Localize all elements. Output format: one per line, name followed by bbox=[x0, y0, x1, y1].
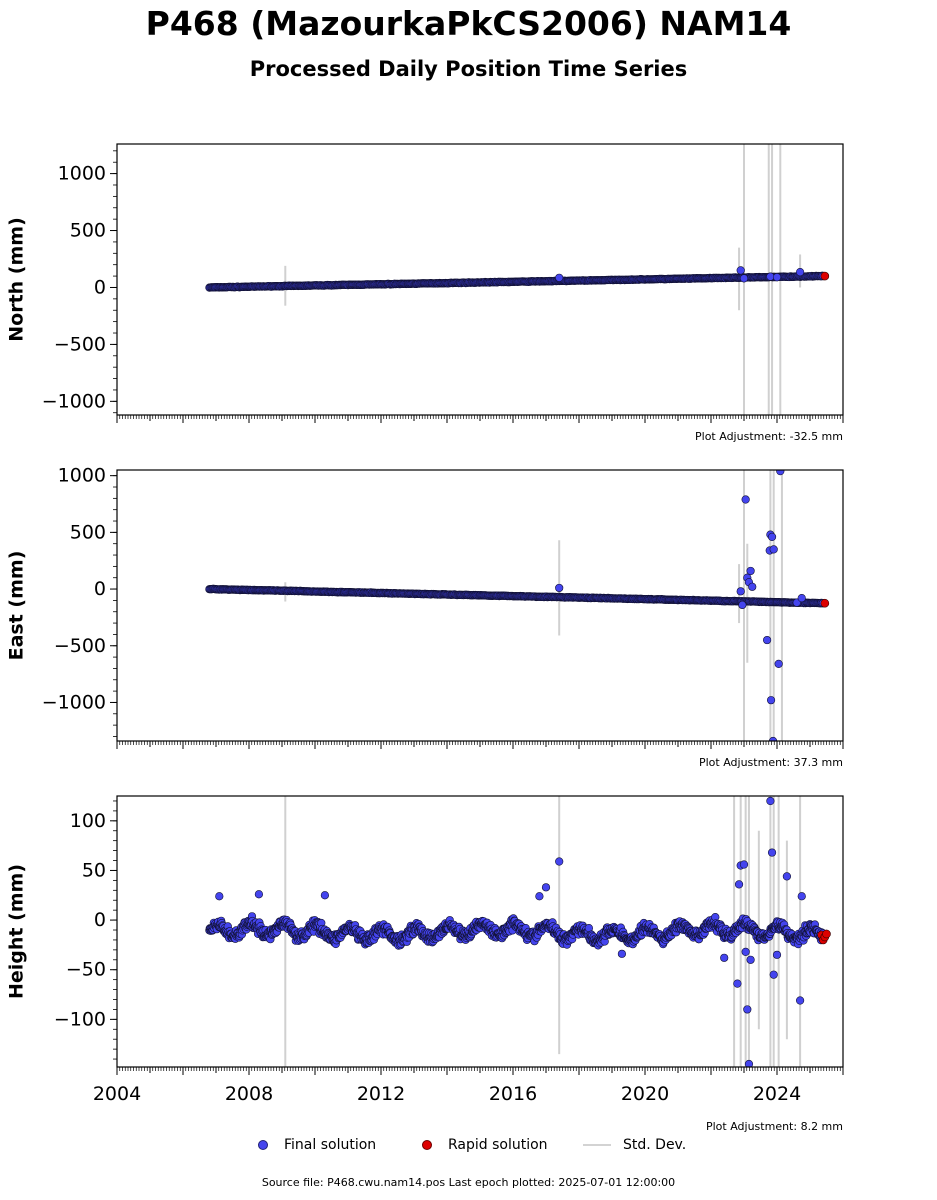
panel-2: 1000 500 0 −500 −1000 East (mm) Plot Adjustmen… bbox=[6, 465, 844, 769]
legend-std: Std. Dev. bbox=[583, 1137, 686, 1153]
final-point-outlier bbox=[782, 872, 792, 881]
chart-title: P468 (MazourkaPkCS2006) NAM14 bbox=[145, 4, 792, 43]
final-point-outlier bbox=[555, 857, 564, 866]
y-tick-label: 500 bbox=[70, 220, 106, 242]
plot-adjustment-note: Plot Adjustment: 37.3 mm bbox=[699, 756, 843, 769]
x-tick-label: 2024 bbox=[753, 1083, 801, 1105]
final-point-outlier bbox=[738, 600, 747, 610]
final-point-outlier bbox=[772, 950, 782, 959]
final-point-outlier bbox=[748, 582, 757, 591]
final-point-outlier bbox=[254, 890, 263, 899]
rapid-solution-point bbox=[822, 929, 831, 939]
plot-area bbox=[205, 796, 831, 1067]
final-point-outlier bbox=[766, 796, 775, 806]
y-tick-label: 500 bbox=[70, 521, 106, 543]
final-point-outlier bbox=[766, 696, 776, 705]
final-point-outlier bbox=[541, 883, 551, 892]
final-point-outlier bbox=[769, 545, 778, 554]
y-tick-label: 0 bbox=[94, 909, 106, 931]
legend-rapid: Rapid solution bbox=[422, 1137, 548, 1153]
final-point-outlier bbox=[741, 947, 750, 956]
y-axis-label: North (mm) bbox=[6, 217, 28, 342]
final-point-outlier bbox=[746, 955, 755, 964]
legend-rapid-label: Rapid solution bbox=[448, 1137, 548, 1153]
y-tick-label: −1000 bbox=[42, 390, 106, 412]
final-point-outlier bbox=[720, 953, 729, 962]
plot-area bbox=[205, 470, 830, 741]
plot-adjustment-note: Plot Adjustment: -32.5 mm bbox=[695, 430, 843, 443]
chart-subtitle: Processed Daily Position Time Series bbox=[249, 57, 688, 81]
final-point-outlier bbox=[795, 267, 805, 277]
y-tick-label: 0 bbox=[94, 578, 106, 600]
legend-std-label: Std. Dev. bbox=[623, 1137, 687, 1153]
final-point-outlier bbox=[739, 274, 749, 283]
final-solution-series bbox=[205, 912, 828, 950]
final-point-outlier bbox=[736, 587, 745, 596]
plot-area bbox=[205, 144, 830, 415]
final-point-outlier bbox=[743, 1005, 752, 1014]
final-point-outlier bbox=[555, 273, 564, 282]
final-point-outlier bbox=[734, 880, 744, 889]
panel-frame bbox=[116, 469, 844, 742]
final-point-outlier bbox=[795, 996, 805, 1005]
panel-3: 100 50 0 −50 −100 2004 2008 2012 2016 2020 2024 Hei… bbox=[6, 795, 844, 1133]
x-tick-label: 2012 bbox=[357, 1083, 405, 1105]
y-axis-label: East (mm) bbox=[6, 551, 28, 661]
y-tick-label: −50 bbox=[66, 959, 106, 981]
y-tick-label: −1000 bbox=[42, 691, 106, 713]
final-point-outlier bbox=[769, 970, 778, 979]
final-point-outlier bbox=[535, 892, 544, 901]
plot-adjustment-note: Plot Adjustment: 8.2 mm bbox=[706, 1120, 843, 1133]
x-tick-label: 2008 bbox=[225, 1083, 273, 1105]
x-tick-label: 2016 bbox=[489, 1083, 537, 1105]
final-point-outlier bbox=[739, 860, 749, 869]
final-point-outlier bbox=[762, 635, 772, 645]
rapid-solution-point bbox=[820, 598, 830, 608]
final-point-outlier bbox=[776, 470, 785, 476]
final-point-outlier bbox=[617, 949, 627, 958]
final-solution-series bbox=[205, 584, 828, 608]
y-tick-label: 0 bbox=[94, 276, 106, 298]
x-tick-label: 2004 bbox=[93, 1083, 141, 1105]
final-point-outlier bbox=[320, 891, 330, 900]
x-tick-label: 2020 bbox=[621, 1083, 669, 1105]
final-point-outlier bbox=[797, 892, 806, 901]
legend-final-label: Final solution bbox=[284, 1137, 377, 1153]
final-point-outlier bbox=[772, 273, 782, 282]
final-point-outlier bbox=[215, 892, 224, 901]
y-tick-label: −500 bbox=[54, 333, 106, 355]
y-tick-label: 50 bbox=[82, 859, 106, 881]
y-tick-label: 100 bbox=[70, 810, 106, 832]
final-point-outlier bbox=[744, 1059, 754, 1067]
final-point-outlier bbox=[768, 736, 778, 741]
final-marker-icon bbox=[258, 1140, 268, 1150]
source-note: Source file: P468.cwu.nam14.pos Last epo… bbox=[261, 1176, 676, 1189]
final-point-outlier bbox=[746, 566, 755, 576]
final-point-outlier bbox=[767, 848, 777, 857]
y-tick-label: −100 bbox=[54, 1008, 106, 1030]
y-tick-label: 1000 bbox=[58, 465, 106, 487]
final-point-outlier bbox=[774, 659, 783, 668]
y-tick-label: 1000 bbox=[58, 163, 106, 185]
final-point-outlier bbox=[733, 979, 742, 988]
final-point-outlier bbox=[741, 495, 750, 504]
rapid-solution-point bbox=[820, 271, 830, 281]
final-point-outlier bbox=[555, 583, 564, 593]
final-solution-series bbox=[205, 271, 828, 292]
panel-1: 1000 500 0 −500 −1000 North (mm) Plot Adjustme… bbox=[6, 143, 844, 443]
rapid-marker-icon bbox=[422, 1140, 432, 1150]
y-tick-label: −500 bbox=[54, 635, 106, 657]
final-point-outlier bbox=[736, 266, 745, 275]
std-line-icon bbox=[583, 1144, 611, 1146]
final-point-outlier bbox=[797, 594, 806, 603]
final-point-outlier bbox=[767, 532, 777, 541]
legend-final: Final solution bbox=[258, 1137, 376, 1153]
y-axis-label: Height (mm) bbox=[6, 864, 28, 999]
